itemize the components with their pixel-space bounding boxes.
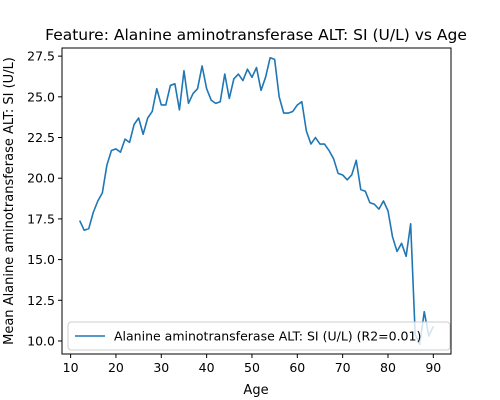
y-tick-label: 17.5	[27, 211, 55, 226]
y-axis-label: Mean Alanine aminotransferase ALT: SI (U…	[2, 57, 17, 345]
y-tick-label: 27.5	[27, 49, 55, 64]
y-tick-label: 10.0	[27, 333, 55, 348]
y-tick-label: 25.0	[27, 89, 55, 104]
x-tick-label: 80	[380, 360, 396, 375]
y-tick-label: 15.0	[27, 252, 55, 267]
x-tick-label: 20	[108, 360, 124, 375]
legend: Alanine aminotransferase ALT: SI (U/L) (…	[68, 322, 450, 350]
y-tick-label: 12.5	[27, 293, 55, 308]
x-tick-label: 90	[425, 360, 441, 375]
x-tick-label: 10	[63, 360, 79, 375]
x-tick-label: 70	[335, 360, 351, 375]
y-tick-label: 20.0	[27, 171, 55, 186]
y-tick-label: 22.5	[27, 130, 55, 145]
chart-title: Feature: Alanine aminotransferase ALT: S…	[45, 26, 467, 44]
x-axis-label: Age	[243, 383, 268, 398]
x-tick-label: 30	[153, 360, 169, 375]
x-tick-label: 50	[244, 360, 260, 375]
x-tick-label: 60	[289, 360, 305, 375]
legend-label: Alanine aminotransferase ALT: SI (U/L) (…	[114, 329, 421, 344]
x-tick-label: 40	[199, 360, 215, 375]
